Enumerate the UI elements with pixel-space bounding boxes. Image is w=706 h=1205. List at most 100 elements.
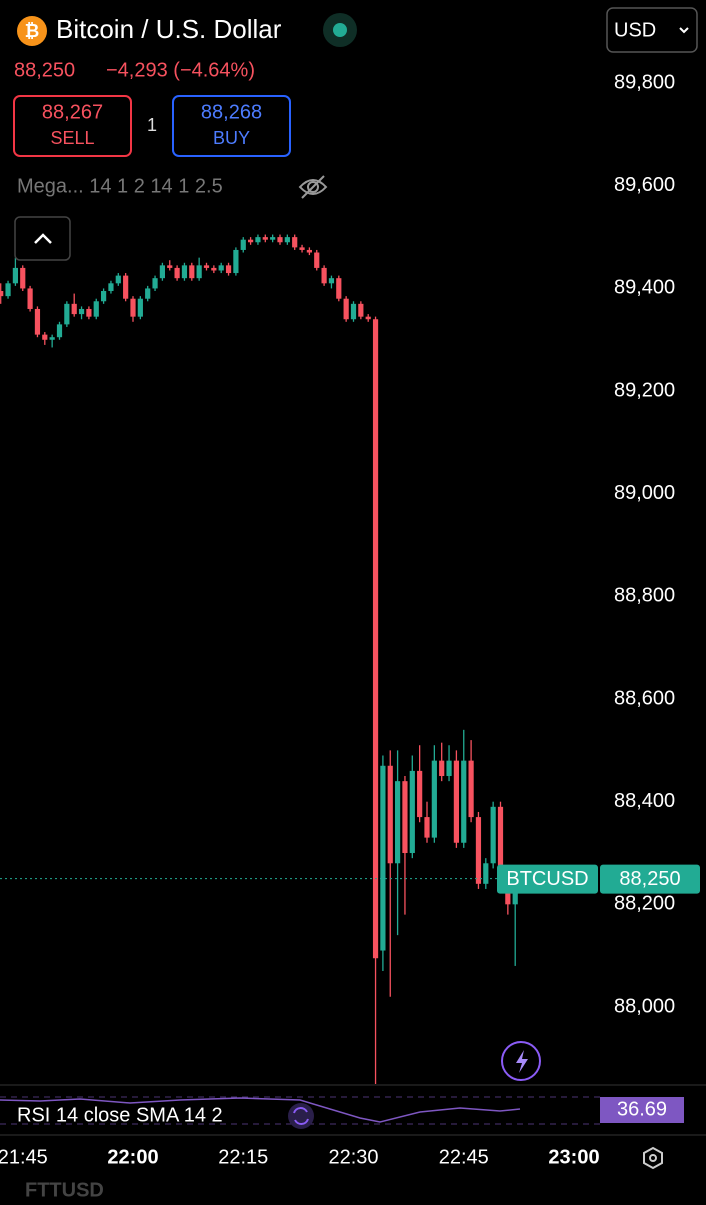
buy-price: 88,268: [201, 101, 262, 123]
market-status-dot: [333, 23, 347, 37]
candle-body: [20, 267, 26, 289]
price-tag: [600, 864, 700, 894]
sell-price: 88,267: [42, 101, 103, 123]
y-tick-label: 89,800: [614, 71, 675, 93]
candle-body: [49, 337, 55, 340]
candle-body: [350, 303, 357, 320]
candle-body: [71, 303, 77, 315]
candle-body: [181, 265, 188, 279]
sell-button[interactable]: [13, 95, 132, 157]
collapse-button[interactable]: [14, 216, 71, 261]
candle-body: [387, 765, 393, 864]
next-symbol[interactable]: FTTUSD: [25, 1179, 104, 1201]
candle-body: [380, 765, 386, 951]
candle-body: [203, 265, 210, 268]
candle-body: [417, 770, 423, 818]
candle-body: [27, 288, 33, 309]
candle-body: [189, 265, 195, 279]
y-tick-label: 89,200: [614, 379, 675, 401]
candle-body: [483, 863, 489, 884]
x-tick-label: 22:15: [218, 1146, 268, 1168]
x-tick-label: 22:30: [328, 1146, 378, 1168]
rsi-value-box: [600, 1097, 684, 1123]
candle-body: [468, 760, 474, 818]
symbol-tag: [497, 864, 598, 894]
candle-body: [284, 237, 290, 243]
candle-body: [461, 760, 467, 843]
rsi-value: 36.69: [617, 1098, 667, 1120]
x-tick-label: 22:45: [439, 1146, 489, 1168]
candle-body: [115, 275, 121, 284]
candle-body: [424, 817, 430, 838]
candle-body: [64, 303, 70, 325]
candle-body: [130, 298, 136, 317]
candle-body: [123, 275, 129, 299]
x-tick-label: 22:00: [107, 1146, 158, 1168]
candle-body: [439, 760, 445, 777]
y-tick-label: 89,000: [614, 482, 675, 504]
candle-body: [196, 265, 202, 279]
rsi-refresh[interactable]: [288, 1103, 314, 1129]
candle-body: [5, 283, 11, 297]
candle-body: [277, 237, 283, 243]
candle-body: [34, 308, 41, 335]
candle-body: [152, 278, 158, 289]
candle-body: [137, 298, 143, 317]
candle-body: [248, 239, 254, 243]
rsi-label[interactable]: RSI 14 close SMA 14 2: [17, 1104, 223, 1126]
candle-body: [299, 247, 305, 250]
candle-body: [306, 249, 312, 253]
currency-select[interactable]: [606, 7, 698, 53]
candle-body: [240, 239, 246, 250]
y-tick-label: 88,000: [614, 995, 675, 1017]
symbol-title[interactable]: Bitcoin / U.S. Dollar: [56, 14, 282, 44]
candle-body: [409, 770, 415, 854]
y-tick-label: 88,400: [614, 790, 675, 812]
candle-body: [0, 291, 4, 297]
candle-body: [86, 308, 92, 317]
chevron-up: [34, 233, 52, 244]
candle-body: [321, 267, 327, 284]
last-price: 88,250: [14, 59, 75, 81]
hide-indicator-icon[interactable]: [298, 175, 328, 199]
x-tick-label: 21:45: [0, 1146, 48, 1168]
candle-body: [255, 237, 261, 243]
candle-body: [262, 237, 268, 240]
candle-body: [167, 265, 173, 268]
sell-label: SELL: [50, 128, 94, 148]
candle-body: [145, 288, 151, 299]
candle-body: [358, 303, 364, 317]
flash-icon: [516, 1050, 528, 1073]
candle-body: [314, 252, 320, 268]
price-change: −4,293 (−4.64%): [106, 59, 255, 81]
candle-body: [233, 249, 239, 274]
candle-body: [225, 265, 232, 274]
coin-icon: [17, 16, 47, 46]
chevron-down: [679, 27, 689, 34]
settings-button[interactable]: [643, 1146, 663, 1170]
candle-body: [159, 265, 165, 279]
x-tick-label: 23:00: [548, 1146, 599, 1168]
symbol-tag-label: BTCUSD: [506, 868, 588, 890]
candle-body: [336, 278, 342, 299]
candle-body: [372, 319, 379, 959]
buy-button[interactable]: [172, 95, 291, 157]
price-tag-label: 88,250: [619, 868, 680, 890]
y-tick-label: 89,400: [614, 277, 675, 299]
y-tick-label: 88,800: [614, 585, 675, 607]
candle-body: [218, 265, 224, 271]
candle-body: [453, 760, 459, 843]
candle-body: [497, 806, 504, 879]
price-axis: 88,000 88,200 88,400 88,600 88,800 89,000 89,2…: [614, 71, 675, 1017]
candle-body: [174, 267, 180, 279]
currency-label: USD: [614, 19, 656, 41]
y-tick-label: 89,600: [614, 174, 675, 196]
indicator-legend[interactable]: Mega... 14 1 2 14 1 2.5: [17, 175, 223, 197]
candle-body: [292, 237, 298, 248]
candle-body: [211, 267, 217, 271]
candle-body: [270, 237, 276, 240]
candle-body: [446, 760, 452, 777]
candle-body: [78, 308, 85, 315]
y-tick-label: 88,200: [614, 893, 675, 915]
candle-body: [395, 781, 401, 864]
